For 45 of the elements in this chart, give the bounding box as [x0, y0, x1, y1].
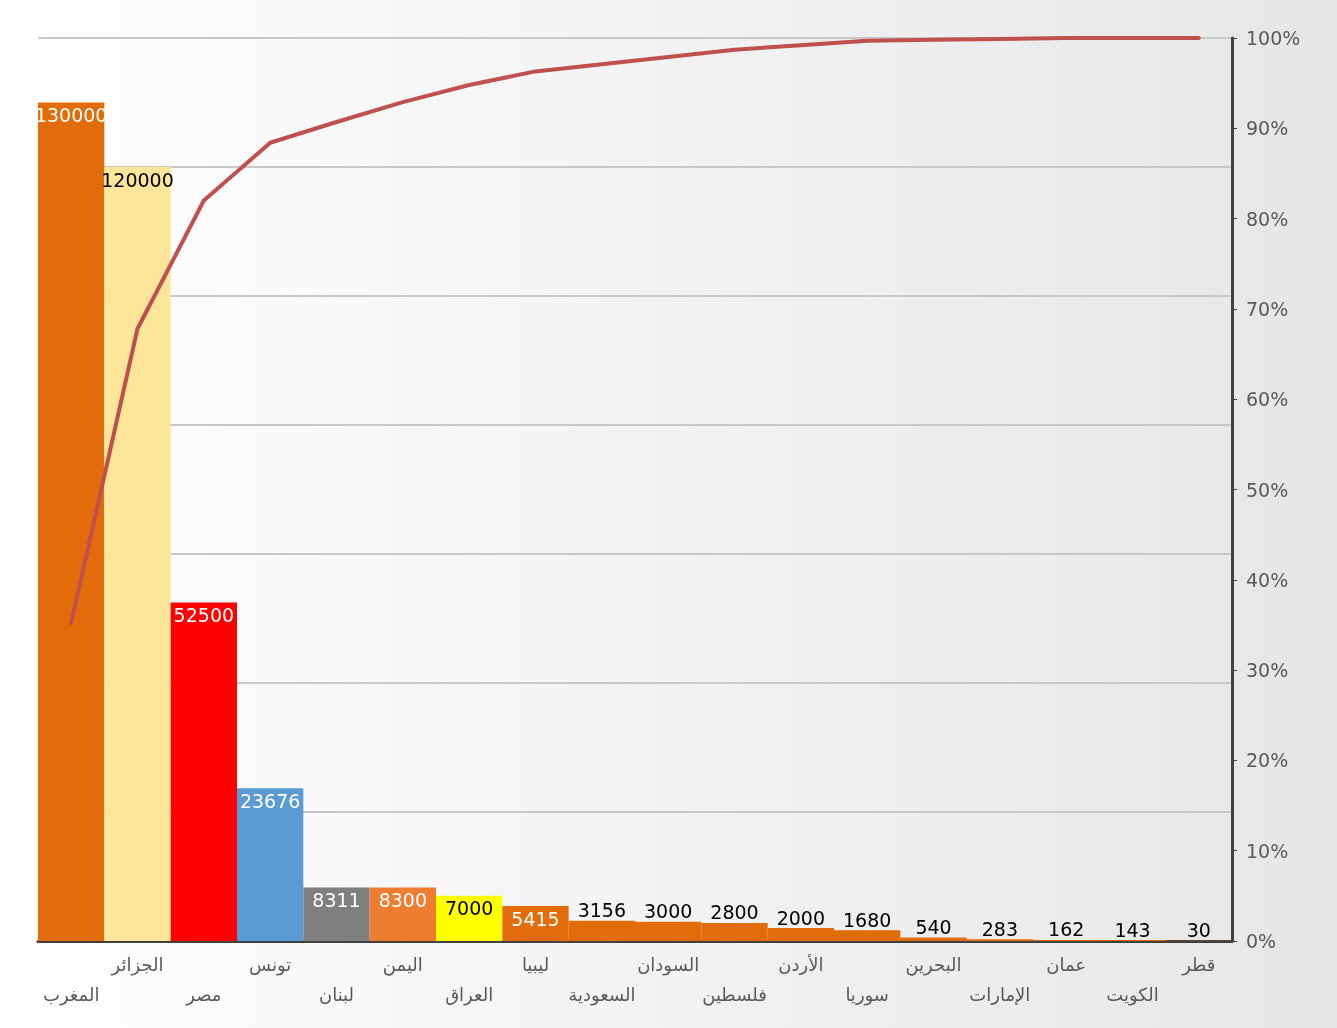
data-label: 7000 [444, 897, 494, 920]
data-label: 2000 [776, 906, 826, 929]
x-tick-label: لبنان [318, 983, 355, 1005]
x-tick-label: الكويت [1106, 983, 1159, 1006]
x-tick-label: عمان [1046, 953, 1087, 975]
y2-tick-label: 10% [1246, 839, 1289, 862]
data-label: 3156 [577, 899, 627, 922]
x-tick-label: ليبيا [521, 953, 550, 975]
data-label: 283 [981, 917, 1018, 940]
x-tick-label: العراق [445, 983, 494, 1006]
data-label: 30 [1186, 919, 1211, 942]
data-label: 3000 [643, 900, 693, 923]
y2-tick-label: 30% [1246, 659, 1289, 682]
data-label: 52500 [173, 603, 235, 626]
data-label: 2800 [710, 901, 759, 924]
y2-tick-label: 90% [1246, 117, 1289, 140]
x-tick-label: الأردن [778, 953, 824, 975]
y2-tick-label: 80% [1246, 207, 1289, 230]
data-label: 1680 [842, 908, 892, 931]
x-tick-label: اليمن [382, 953, 423, 976]
x-tick-label: الجزائر [110, 953, 164, 976]
data-label: 143 [1114, 918, 1151, 941]
data-label: 162 [1048, 918, 1085, 941]
y2-tick-label: 100% [1246, 27, 1301, 49]
y2-tick-label: 60% [1246, 388, 1289, 411]
data-label: 8311 [312, 888, 361, 911]
x-tick-label: فلسطين [702, 983, 767, 1006]
x-tick-label: تونس [249, 953, 292, 976]
x-tick-label: البحرين [905, 953, 962, 976]
data-label: 540 [915, 916, 952, 939]
x-tick-label: المغرب [42, 983, 100, 1006]
data-label: 5415 [511, 907, 560, 930]
x-tick-label: مصر [185, 983, 222, 1006]
data-label: 8300 [378, 888, 428, 911]
x-tick-label: السعودية [568, 983, 636, 1006]
y2-tick-label: 0% [1246, 930, 1277, 952]
x-tick-label: قطر [1181, 953, 1216, 976]
x-tick-label: السودان [637, 953, 700, 976]
y2-tick-label: 70% [1246, 297, 1289, 320]
data-label: 23676 [239, 789, 301, 812]
y2-tick-label: 50% [1246, 478, 1289, 501]
y2-tick-label: 20% [1246, 749, 1289, 772]
x-tick-label: الإمارات [969, 983, 1031, 1005]
y2-tick-label: 40% [1246, 568, 1289, 591]
x-tick-label: سوريا [845, 983, 889, 1006]
